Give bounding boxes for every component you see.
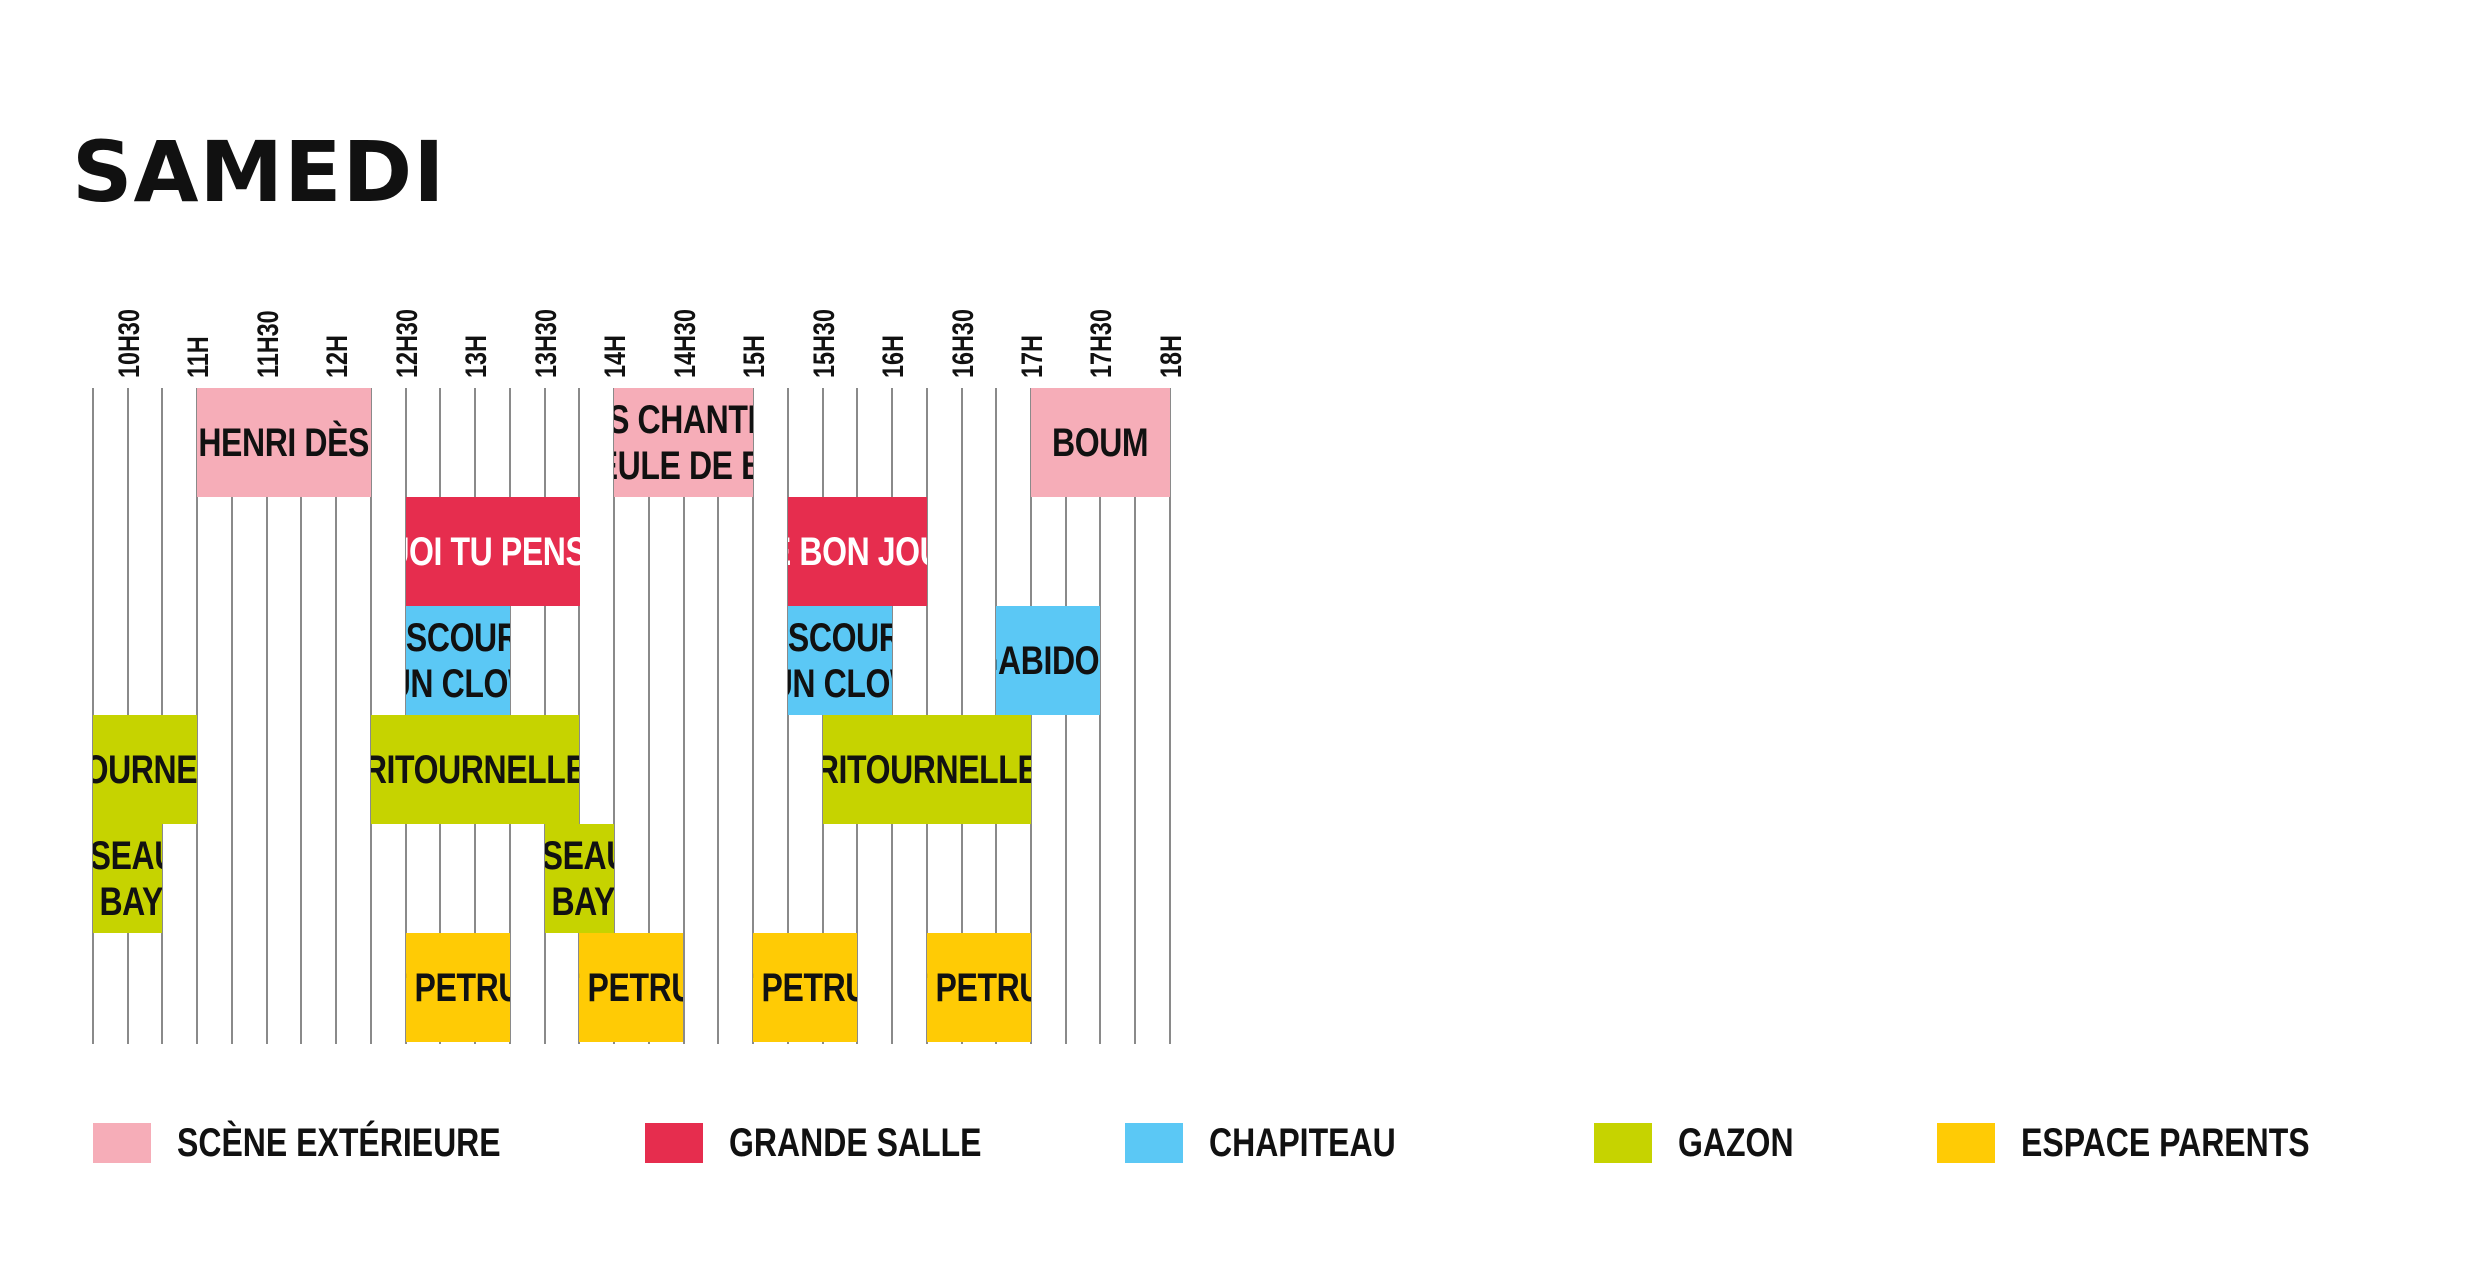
legend-item-grande: GRANDE SALLE [645,1118,1045,1168]
time-tick-label: 15H [738,335,772,378]
legend: SCÈNE EXTÉRIEURE GRANDE SALLE CHAPITEAU GAZ… [0,1118,2480,1168]
event-bar: À QUOI TU PENSES ? [406,497,580,606]
event-bar: BOUM [1031,388,1170,497]
event-label: DU BAYOU [545,879,614,924]
event-bar: MAT PETRUCCI [927,933,1031,1042]
gridline [196,388,199,1044]
legend-swatch [1125,1123,1183,1163]
gridline [786,388,789,1044]
event-bar: DISCOURSD’UN CLOWN [788,606,892,715]
legend-label: GAZON [1678,1120,1794,1165]
time-tick-label: 17H30 [1085,309,1119,378]
gridline [821,388,824,1044]
event-label: DISCOURS [788,615,892,660]
gridline [369,388,372,1044]
legend-swatch [645,1123,703,1163]
time-tick-label: 13H30 [529,309,563,378]
event-bar: LE BON JOUR [788,497,927,606]
time-tick-label: 10H30 [112,309,146,378]
event-label: HENRI DÈS [198,420,370,465]
legend-label: SCÈNE EXTÉRIEURE [177,1120,501,1165]
event-label: MAT PETRUCCI [579,965,683,1010]
legend-swatch [93,1123,151,1163]
event-bar: P’TITS CHANTEURSGUEULE DE BOIS [614,388,753,497]
event-bar: RITOURNELLE [823,715,1031,824]
event-bar: RITOURNELLE [371,715,579,824]
time-tick-label: 12H30 [390,309,424,378]
time-tick-label: 11H30 [251,310,285,378]
legend-item-gazon: GAZON [1594,1118,1822,1168]
legend-label: ESPACE PARENTS [2021,1120,2310,1165]
legend-item-chapiteau: CHAPITEAU [1125,1118,1442,1168]
event-label: LE BON JOUR [788,529,927,574]
time-tick-label: 13H [460,335,494,378]
legend-swatch [1937,1123,1995,1163]
page-title: SAMEDI [72,123,446,221]
event-label: DU BAYOU [93,879,162,924]
event-label: MAT PETRUCCI [927,965,1031,1010]
gridline [1099,388,1102,1044]
legend-item-exterieure: SCÈNE EXTÉRIEURE [93,1118,582,1168]
gridline [1168,388,1171,1044]
gridline [682,388,685,1044]
event-bar: MAT PETRUCCI [753,933,857,1042]
gridline [335,388,338,1044]
gridline [752,388,755,1044]
time-tick-label: 14H [599,335,633,378]
event-bar: RITOURNELLE [93,715,197,824]
event-bar: HENRI DÈS [197,388,371,497]
event-label: RITOURNELLE [823,747,1031,792]
gridline [613,388,616,1044]
time-tick-label: 16H [877,335,911,378]
gridline [717,388,720,1044]
event-label: RITOURNELLE [93,747,197,792]
event-label: OISEAUX [93,833,162,878]
gridline [1064,388,1067,1044]
event-bar: MAT PETRUCCI [579,933,683,1042]
time-tick-label: 16H30 [946,309,980,378]
gridline [300,388,303,1044]
time-tick-label: 18H [1154,335,1188,378]
time-tick-label: 12H [321,335,355,378]
event-label: OISEAUX [545,833,614,878]
event-label: DISCOURS [406,615,510,660]
event-bar: MAT PETRUCCI [406,933,510,1042]
gridline [578,388,581,1044]
time-tick-label: 15H30 [807,309,841,378]
gridline [647,388,650,1044]
time-tick-label: 11H [182,336,216,378]
legend-label: CHAPITEAU [1209,1120,1396,1165]
event-label: RITOURNELLE [371,747,579,792]
event-label: D’UN CLOWN [788,661,892,706]
event-bar: DISCOURSD’UN CLOWN [406,606,510,715]
event-label: P’TITS CHANTEURS [614,397,753,442]
legend-label: GRANDE SALLE [729,1120,982,1165]
legend-item-parents: ESPACE PARENTS [1937,1118,2382,1168]
event-label: GABIDOU [996,638,1100,683]
gridline [1134,388,1137,1044]
time-tick-label: 14H30 [668,309,702,378]
gridline [230,388,233,1044]
event-bar: OISEAUXDU BAYOU [545,824,614,933]
event-bar: GABIDOU [996,606,1100,715]
event-label: À QUOI TU PENSES ? [406,529,580,574]
event-label: GUEULE DE BOIS [614,443,753,488]
legend-swatch [1594,1123,1652,1163]
gridline [265,388,268,1044]
event-label: MAT PETRUCCI [753,965,857,1010]
event-label: BOUM [1052,420,1149,465]
event-label: D’UN CLOWN [406,661,510,706]
event-label: MAT PETRUCCI [406,965,510,1010]
time-tick-label: 17H [1015,335,1049,378]
event-bar: OISEAUXDU BAYOU [93,824,162,933]
